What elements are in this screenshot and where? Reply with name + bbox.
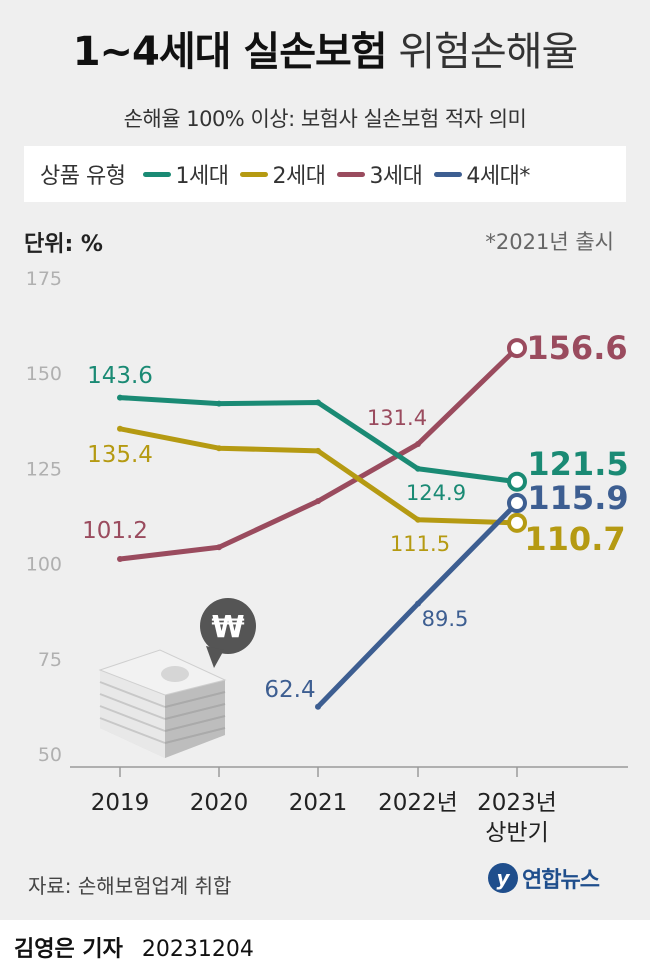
- data-point-end: [507, 512, 527, 533]
- logo-text: 연합뉴스: [522, 868, 600, 893]
- x-tick-label: 2021: [289, 790, 348, 816]
- data-point-end: [507, 471, 527, 492]
- won-symbol: ₩: [211, 610, 244, 645]
- y-tick-label: 175: [26, 268, 62, 290]
- source-note: 자료: 손해보험업계 취합: [28, 874, 232, 898]
- data-point: [216, 445, 222, 452]
- legend-swatch-gen4: [434, 171, 463, 177]
- y-tick-label: 100: [26, 554, 62, 576]
- data-point: [315, 447, 321, 454]
- data-label: 62.4: [264, 677, 315, 703]
- data-point: [117, 425, 123, 432]
- axis-layer: 50 75 100 125 150 175 2019 2020 2021 2022년 2023년상반…: [26, 268, 628, 846]
- legend-swatch-gen1: [143, 171, 172, 177]
- data-point: [117, 394, 123, 401]
- data-label: 135.4: [87, 442, 153, 468]
- legend-swatch-gen3: [337, 171, 366, 177]
- data-point: [117, 556, 123, 563]
- won-badge-icon: ₩: [200, 598, 256, 668]
- footer-band: [0, 920, 650, 978]
- title-bold: 1~4세대 실손보험: [72, 29, 388, 75]
- data-label: 115.9: [527, 479, 628, 517]
- y-tick-label: 50: [38, 744, 62, 766]
- reporter-name: 김영은 기자: [14, 937, 123, 962]
- logo-mark: y: [488, 863, 518, 893]
- x-tick-label: 상반기: [485, 820, 548, 846]
- x-tick-label: 2023년: [477, 790, 557, 816]
- x-tick-label: 2022년: [378, 790, 458, 816]
- label-layer: 143.6 124.9 121.5 135.4 111.5 110.7 101.2 131.4…: [82, 329, 629, 703]
- legend-title: 상품 유형: [40, 164, 126, 189]
- data-label: 124.9: [406, 481, 466, 505]
- publish-date: 20231204: [141, 937, 254, 962]
- data-point: [415, 465, 421, 472]
- data-label: 111.5: [390, 532, 450, 556]
- data-label: 143.6: [87, 363, 153, 389]
- yonhap-logo: y 연합뉴스: [488, 862, 600, 894]
- data-point: [315, 399, 321, 406]
- legend-item-gen4: 4세대*: [434, 158, 530, 190]
- series-layer: [117, 338, 527, 710]
- data-label: 110.7: [524, 520, 625, 558]
- legend-item-gen3: 3세대: [337, 158, 423, 190]
- chart-title: 1~4세대 실손보험 위험손해율: [0, 30, 650, 74]
- legend-swatch-gen2: [240, 171, 269, 177]
- data-label: 101.2: [82, 518, 148, 544]
- data-label: 156.6: [526, 329, 627, 367]
- data-point: [415, 441, 421, 448]
- y-tick-label: 125: [26, 458, 62, 480]
- legend: 상품 유형 1세대 2세대 3세대 4세대*: [24, 146, 626, 202]
- y-tick-label: 150: [26, 363, 62, 385]
- legend-label-gen3: 3세대: [369, 164, 423, 189]
- data-label: 131.4: [367, 406, 427, 430]
- y-tick-label: 75: [38, 649, 62, 671]
- data-point: [216, 544, 222, 551]
- data-label: 89.5: [422, 607, 469, 631]
- line-chart: 50 75 100 125 150 175 2019 2020 2021 2022년 2023년상반…: [26, 268, 629, 846]
- title-light: 위험손해율: [398, 29, 578, 75]
- legend-label-gen4: 4세대*: [466, 164, 530, 189]
- byline: 김영은 기자 20231204: [14, 931, 254, 963]
- unit-label: 단위: %: [24, 232, 103, 257]
- data-point-end: [507, 493, 527, 514]
- x-tick-label: 2020: [190, 790, 249, 816]
- data-point: [315, 703, 321, 710]
- x-tick-label: 2019: [91, 790, 150, 816]
- footnote: *2021년 출시: [485, 230, 614, 254]
- legend-item-gen1: 1세대: [143, 158, 229, 190]
- legend-item-gen2: 2세대: [240, 158, 326, 190]
- data-point: [415, 516, 421, 523]
- legend-label-gen2: 2세대: [272, 164, 326, 189]
- data-point-end: [507, 338, 527, 359]
- data-point: [216, 400, 222, 407]
- chart-subtitle: 손해율 100% 이상: 보험사 실손보험 적자 의미: [123, 107, 527, 131]
- money-stack-icon: ₩: [98, 598, 256, 758]
- data-label: 121.5: [527, 445, 628, 483]
- legend-label-gen1: 1세대: [175, 164, 229, 189]
- data-point: [415, 600, 421, 607]
- data-point: [315, 498, 321, 505]
